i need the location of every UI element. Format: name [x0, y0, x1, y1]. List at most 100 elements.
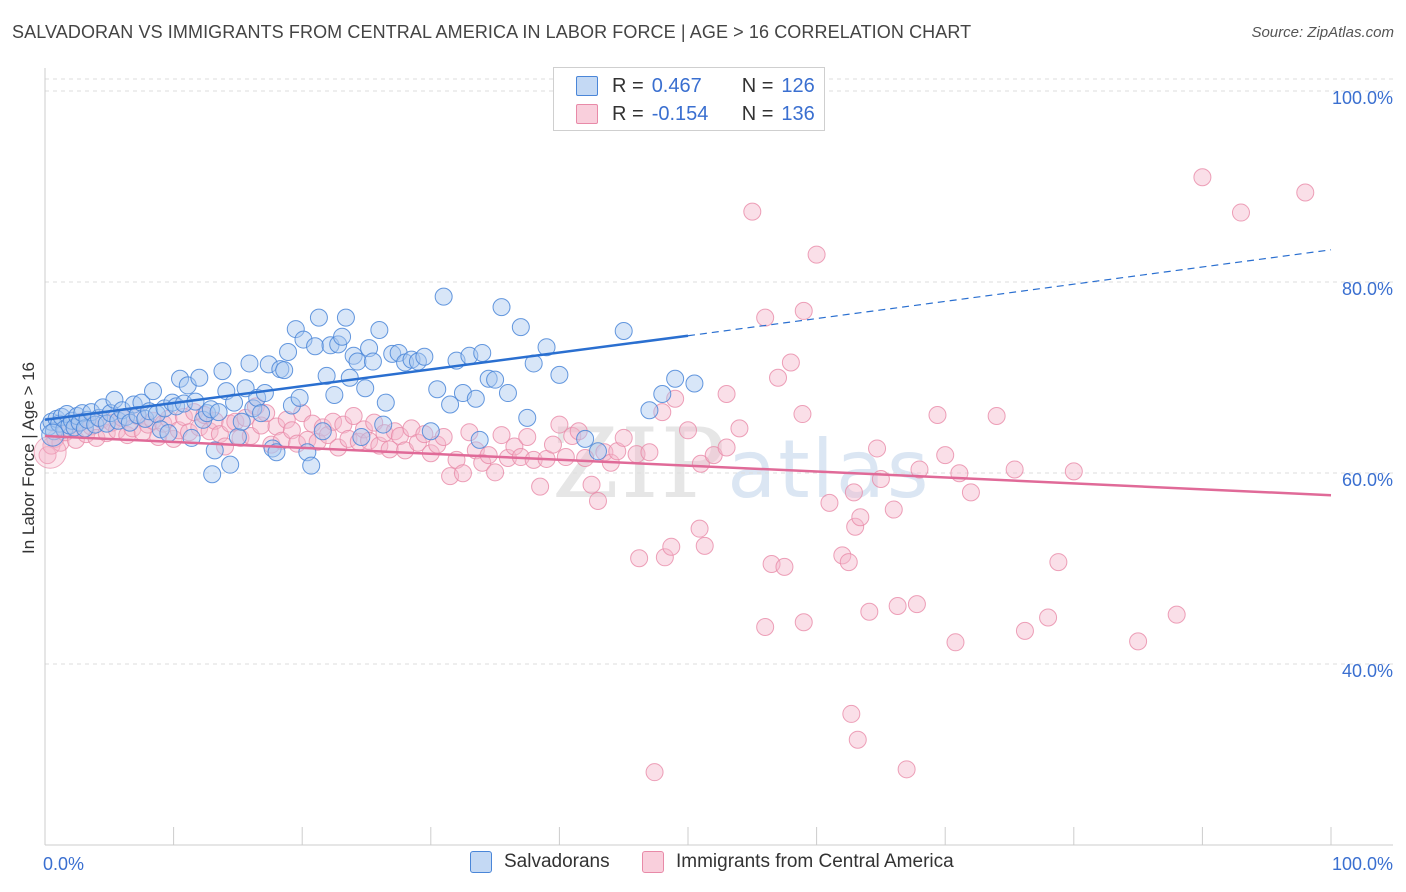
point-central-america: [344, 406, 363, 425]
point-central-america: [1296, 183, 1315, 202]
point-central-america: [1193, 168, 1212, 187]
legend-n-value-salvadorans: 126: [781, 74, 815, 97]
point-central-america: [794, 613, 813, 632]
point-central-america: [640, 443, 659, 462]
legend-n-value-central-america: 136: [781, 102, 815, 125]
point-central-america: [756, 308, 775, 327]
point-salvadorans: [171, 369, 190, 388]
point-central-america: [1039, 608, 1058, 627]
point-salvadorans: [240, 354, 259, 373]
point-salvadorans: [511, 318, 530, 337]
bottom-legend-swatch-central-america: [642, 851, 664, 873]
point-salvadorans: [120, 413, 139, 432]
point-salvadorans: [588, 442, 607, 461]
point-salvadorans: [221, 455, 240, 474]
point-salvadorans: [105, 390, 124, 409]
point-salvadorans: [213, 362, 232, 381]
legend: R = 0.467 N = 126 R = -0.154 N = 136: [553, 67, 825, 131]
point-salvadorans: [325, 385, 344, 404]
point-salvadorans: [466, 389, 485, 408]
point-salvadorans: [518, 408, 537, 427]
point-salvadorans: [190, 368, 209, 387]
point-central-america: [267, 417, 286, 436]
point-central-america: [645, 763, 664, 782]
point-salvadorans: [228, 427, 247, 446]
point-salvadorans: [279, 342, 298, 361]
point-central-america: [846, 517, 865, 536]
point-salvadorans: [286, 320, 305, 339]
point-salvadorans: [317, 366, 336, 385]
point-central-america: [277, 410, 296, 429]
point-central-america: [775, 557, 794, 576]
point-central-america: [695, 536, 714, 555]
legend-n-label: N =: [741, 74, 774, 97]
point-central-america: [486, 463, 505, 482]
legend-row-salvadorans: R = 0.467 N = 126: [576, 73, 815, 99]
point-central-america: [226, 412, 245, 431]
point-central-america: [200, 422, 219, 441]
point-salvadorans: [383, 344, 402, 363]
point-central-america: [1005, 460, 1024, 479]
point-central-america: [303, 414, 322, 433]
legend-n-label: N =: [741, 102, 774, 125]
point-central-america: [1064, 462, 1083, 481]
point-central-america: [531, 477, 550, 496]
point-salvadorans: [614, 321, 633, 340]
point-salvadorans: [376, 393, 395, 412]
point-salvadorans: [470, 430, 489, 449]
point-salvadorans: [428, 380, 447, 399]
bottom-legend: Salvadorans Immigrants from Central Amer…: [0, 851, 1406, 879]
point-central-america: [1231, 203, 1250, 222]
point-central-america: [868, 439, 887, 458]
point-central-america: [756, 618, 775, 637]
point-central-america: [888, 597, 907, 616]
point-central-america: [839, 553, 858, 572]
point-central-america: [1049, 553, 1068, 572]
point-central-america: [588, 491, 607, 510]
point-central-america: [928, 406, 947, 425]
point-central-america: [743, 202, 762, 221]
point-salvadorans: [348, 352, 367, 371]
point-central-america: [897, 760, 916, 779]
point-central-america: [38, 446, 57, 465]
point-salvadorans: [352, 427, 371, 446]
y-axis-label: In Labor Force | Age > 16: [19, 362, 38, 554]
y-tick-label-40: 40.0%: [1342, 661, 1393, 681]
y-tick-label-60: 60.0%: [1342, 470, 1393, 490]
chart-title: SALVADORAN VS IMMIGRANTS FROM CENTRAL AM…: [12, 22, 972, 42]
point-central-america: [380, 440, 399, 459]
legend-r-value-central-america: -0.154: [651, 102, 709, 125]
point-central-america: [492, 426, 511, 445]
point-salvadorans: [209, 403, 228, 422]
point-central-america: [833, 546, 852, 565]
point-central-america: [460, 423, 479, 442]
point-salvadorans: [340, 368, 359, 387]
point-central-america: [807, 245, 826, 264]
point-salvadorans: [653, 385, 672, 404]
bottom-legend-label-salvadorans: Salvadorans: [504, 851, 610, 872]
point-salvadorans: [415, 347, 434, 366]
point-central-america: [216, 437, 235, 456]
point-salvadorans: [333, 327, 352, 346]
point-central-america: [543, 435, 562, 454]
point-salvadorans: [356, 379, 375, 398]
point-central-america: [730, 419, 749, 438]
y-tick-label-100: 100.0%: [1332, 88, 1393, 108]
point-salvadorans-large: [41, 423, 65, 447]
point-central-america: [282, 421, 301, 440]
point-salvadorans: [537, 338, 556, 357]
point-salvadorans: [290, 388, 309, 407]
point-central-america: [630, 549, 649, 568]
point-salvadorans: [473, 343, 492, 362]
bottom-legend-central-america: Immigrants from Central America: [642, 851, 954, 873]
point-central-america: [1129, 632, 1148, 651]
point-salvadorans: [492, 298, 511, 317]
point-salvadorans: [203, 465, 222, 484]
point-central-america: [844, 483, 863, 502]
bottom-legend-label-central-america: Immigrants from Central America: [676, 851, 954, 872]
point-central-america: [662, 537, 681, 556]
point-salvadorans: [313, 422, 332, 441]
point-central-america: [987, 406, 1006, 425]
point-salvadorans: [302, 456, 321, 475]
